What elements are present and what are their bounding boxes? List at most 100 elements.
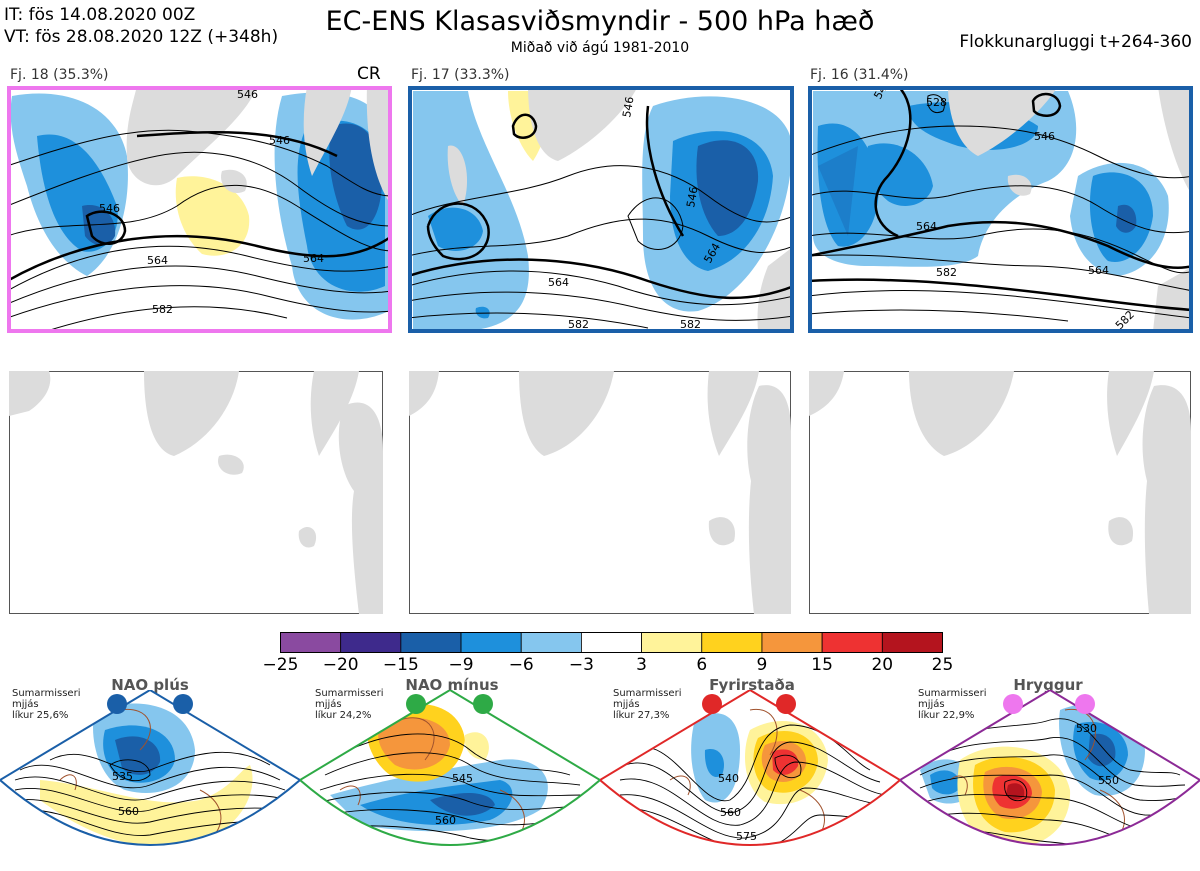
colorbar-tick-label: 15 xyxy=(811,655,833,675)
colorbar-tick-label: 3 xyxy=(636,655,647,675)
regime-season: Sumarmisseri xyxy=(315,688,384,699)
regime-map-1: 535 560 xyxy=(0,690,300,846)
regime-map-3: 540 560 575 xyxy=(600,690,900,846)
cluster-label-2: Fj. 17 (33.3%) xyxy=(411,67,510,83)
colorbar-tick-label: −20 xyxy=(322,655,359,675)
regime-dot-icon xyxy=(173,694,193,714)
regime-dot-icon xyxy=(1003,694,1023,714)
colorbar-cell xyxy=(400,632,462,653)
contour-label: 550 xyxy=(1098,774,1119,787)
regime-season: Sumarmisseri xyxy=(613,688,682,699)
contour-label: 564 xyxy=(147,254,168,267)
regime-info-1: Sumarmisseri mjjás líkur 25,6% xyxy=(12,688,80,721)
cluster-map-2: 546 546 564 564 582 582 xyxy=(408,86,794,333)
regime-border xyxy=(900,690,1200,846)
regime-name-4: Hryggur xyxy=(1013,676,1083,694)
page-title: EC-ENS Klasasviðsmyndir - 500 hPa hæð xyxy=(325,6,875,37)
colorbar-tick-label: −25 xyxy=(262,655,299,675)
cluster-border xyxy=(7,86,392,333)
regime-dot-icon xyxy=(473,694,493,714)
contour-label: 546 xyxy=(99,202,120,215)
colorbar-tick-label: 20 xyxy=(871,655,894,675)
empty-map-2 xyxy=(409,371,791,614)
valid-time: VT: fös 28.08.2020 12Z (+348h) xyxy=(4,27,279,47)
regime-info-2: Sumarmisseri mjjás líkur 24,2% xyxy=(315,688,383,721)
regime-probability: líkur 27,3% xyxy=(613,710,670,721)
contour-label: 535 xyxy=(112,770,133,783)
colorbar-cell xyxy=(821,632,883,653)
regime-map-2: 545 560 575 xyxy=(300,690,600,861)
contour-label: 528 xyxy=(926,96,947,109)
contour-label: 546 xyxy=(620,96,636,119)
colorbar-cell xyxy=(520,632,582,653)
cluster-tag-cr: CR xyxy=(357,64,381,84)
regime-months: mjjás xyxy=(613,699,640,710)
contour-label: 575 xyxy=(448,848,469,861)
contour-label: 564 xyxy=(916,220,937,233)
initial-time: IT: fös 14.08.2020 00Z xyxy=(4,5,196,25)
cluster-label-3: Fj. 16 (31.4%) xyxy=(810,67,909,83)
colorbar-tick-label: −15 xyxy=(382,655,419,675)
colorbar-cell xyxy=(881,632,943,653)
page-subtitle: Miðað við ágú 1981-2010 xyxy=(510,40,690,56)
regime-border xyxy=(600,690,900,846)
colorbar-tick-label: 25 xyxy=(931,655,954,675)
regime-dots xyxy=(107,694,1095,714)
regime-name-1: NAO plús xyxy=(111,676,189,694)
colorbar-cell xyxy=(340,632,402,653)
contour-label: 564 xyxy=(548,276,569,289)
regime-months: mjjás xyxy=(12,699,39,710)
regime-border xyxy=(300,690,600,846)
regime-dot-icon xyxy=(406,694,426,714)
colorbar-cell xyxy=(280,632,342,653)
regime-name-3: Fyrirstaða xyxy=(709,676,795,694)
regime-probability: líkur 25,6% xyxy=(12,710,69,721)
cluster-border xyxy=(408,86,794,333)
contour-label: 582 xyxy=(936,266,957,279)
colorbar xyxy=(280,632,943,653)
contour-label: 564 xyxy=(303,252,324,265)
regime-months: mjjás xyxy=(918,699,945,710)
regime-probability: líkur 24,2% xyxy=(315,710,372,721)
colorbar-cell xyxy=(701,632,763,653)
regime-months: mjjás xyxy=(315,699,342,710)
cluster-map-1: 546 546 546 564 564 582 xyxy=(7,86,392,333)
contour-label: 582 xyxy=(152,303,173,316)
cluster-label-1: Fj. 18 (35.3%) xyxy=(10,67,109,83)
regime-name-2: NAO mínus xyxy=(405,676,499,694)
contour-label: 582 xyxy=(568,318,589,331)
contour-label: 564 xyxy=(1088,264,1109,277)
contour-label: 530 xyxy=(1076,722,1097,735)
contour-label: 545 xyxy=(452,772,473,785)
colorbar-cell xyxy=(581,632,642,653)
regime-season: Sumarmisseri xyxy=(12,688,81,699)
regime-season: Sumarmisseri xyxy=(918,688,987,699)
colorbar-tick-label: −9 xyxy=(448,655,474,675)
classification-window: Flokkunargluggi t+264-360 xyxy=(959,32,1192,52)
colorbar-tick-label: 6 xyxy=(696,655,708,675)
regime-map-4: 530 550 575 xyxy=(900,690,1200,846)
contour-label: 560 xyxy=(720,806,741,819)
colorbar-cell xyxy=(460,632,522,653)
cluster-border xyxy=(808,86,1193,333)
contour-label: 582 xyxy=(680,318,701,331)
contour-label: 560 xyxy=(118,805,139,818)
regime-dot-icon xyxy=(702,694,722,714)
empty-map-3 xyxy=(809,371,1191,614)
cluster-map-3: 546 528 546 564 564 582 582 xyxy=(808,86,1193,333)
colorbar-cell xyxy=(761,632,823,653)
regime-probability: líkur 22,9% xyxy=(918,710,975,721)
colorbar-tick-label: −6 xyxy=(508,655,534,675)
contour-label: 546 xyxy=(1034,130,1055,143)
empty-map-1 xyxy=(9,371,383,614)
contour-label: 546 xyxy=(684,186,700,209)
contour-label: 546 xyxy=(269,134,290,147)
contour-label: 546 xyxy=(237,88,258,101)
regime-info-3: Sumarmisseri mjjás líkur 27,3% xyxy=(613,688,681,721)
regime-border xyxy=(0,690,300,846)
colorbar-tick-label: 9 xyxy=(756,655,768,675)
contour-label: 540 xyxy=(718,772,739,785)
regime-dot-icon xyxy=(107,694,127,714)
contour-label: 560 xyxy=(435,814,456,827)
regime-dot-icon xyxy=(776,694,796,714)
